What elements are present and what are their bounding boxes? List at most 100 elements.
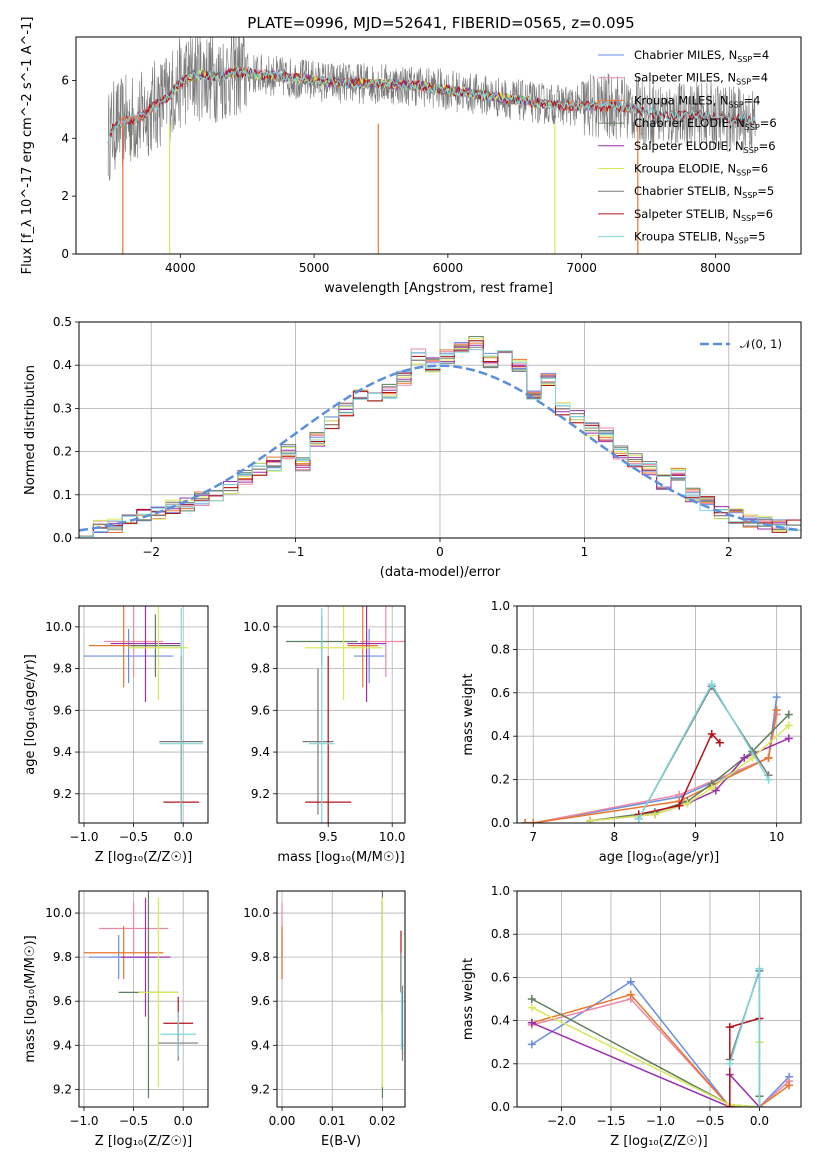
x-tick-label: −1.0 xyxy=(646,1114,675,1128)
y-tick-label: 0.2 xyxy=(491,773,510,787)
error-point-chabrier-miles xyxy=(353,628,385,684)
mass-weight-vs-age-panel: 7 8 9 10 0.0 0.2 0.4 0.6 0.8 1.0 age [log₁₀(age/yr… xyxy=(461,599,802,865)
y-axis-label: Flux [f_λ 10^-17 erg cm^-2 s^-1 A^-1] xyxy=(20,17,35,275)
y-tick-label: 10.0 xyxy=(45,906,72,920)
y-tick-label: 0 xyxy=(61,247,69,261)
legend-count: =4 xyxy=(752,48,769,62)
x-tick-label: 0 xyxy=(436,545,444,559)
y-tick-label: 10.0 xyxy=(243,620,270,634)
error-point-salpeter-stelib xyxy=(305,656,352,823)
plot-area xyxy=(79,336,801,537)
x-tick-label: 0.0 xyxy=(750,1114,769,1128)
series-marker xyxy=(675,801,684,810)
series-line xyxy=(531,998,790,1107)
x-tick-label: 9.5 xyxy=(319,830,338,844)
series-salpeter-stelib xyxy=(634,730,724,819)
series-marker xyxy=(527,1018,536,1027)
series-marker xyxy=(715,738,724,747)
axes-frame xyxy=(78,605,209,824)
series-marker xyxy=(626,977,635,986)
legend-count: =5 xyxy=(749,230,766,244)
legend-subscript: SSP xyxy=(729,100,744,109)
y-tick-label: 9.4 xyxy=(251,1038,270,1052)
x-axis-label: mass [log₁₀(M/M☉)] xyxy=(277,850,404,865)
y-tick-label: 9.4 xyxy=(251,745,270,759)
series-line xyxy=(531,1022,760,1107)
axes-frame xyxy=(516,890,802,1108)
series-salpeter-miles xyxy=(521,710,781,823)
series-line xyxy=(531,993,790,1107)
y-tick-label: 9.8 xyxy=(251,950,270,964)
series-marker xyxy=(784,710,793,719)
age-vs-metallicity-panel: −1.0 −0.5 0.0 9.2 9.4 9.6 9.8 10.0 Z [log₁₀(Z/Z☉… xyxy=(23,605,209,865)
y-tick-label: 0.0 xyxy=(491,1100,510,1114)
series-kroupa-elodie xyxy=(527,1003,764,1107)
series-salpeter-elodie xyxy=(527,1018,764,1107)
series-kroupa-stelib xyxy=(725,964,764,1107)
axes-frame xyxy=(78,321,802,539)
legend-count: =4 xyxy=(751,71,768,85)
y-axis-label: age [log₁₀(age/yr)] xyxy=(23,654,38,775)
legend-subscript: SSP xyxy=(734,237,749,246)
y-tick-label: 9.4 xyxy=(53,745,72,759)
x-tick-label: 9 xyxy=(692,830,700,844)
series-marker xyxy=(527,995,536,1003)
legend-subscript: SSP xyxy=(741,214,756,223)
figure-title: PLATE=0996, MJD=52641, FIBERID=0565, z=0… xyxy=(247,14,634,32)
legend-entry: Salpeter ELODIE, NSSP=6 xyxy=(634,139,776,155)
y-tick-label: 0.2 xyxy=(53,445,72,459)
x-tick-label: 8000 xyxy=(700,261,731,275)
legend-subscript: SSP xyxy=(736,169,751,178)
x-tick-label: 5000 xyxy=(299,261,330,275)
series-marker xyxy=(707,680,716,689)
y-tick-label: 9.2 xyxy=(53,787,72,801)
legend-subscript: SSP xyxy=(736,78,751,87)
error-point-kroupa-stelib xyxy=(309,608,335,823)
model-line-kroupa-elodie xyxy=(166,65,556,109)
series-marker xyxy=(707,730,716,739)
mass-vs-metallicity-panel: −1.0 −0.5 0.0 9.2 9.4 9.6 9.8 10.0 Z [log₁₀(Z/Z☉… xyxy=(23,890,209,1149)
y-tick-label: 0.1 xyxy=(53,488,72,502)
series-line xyxy=(525,696,778,823)
error-point-kroupa-elodie xyxy=(305,606,382,700)
series-line xyxy=(729,1017,760,1107)
y-tick-label: 0.3 xyxy=(53,401,72,415)
series-marker xyxy=(521,819,530,823)
y-tick-label: 0.8 xyxy=(491,927,510,941)
y-tick-label: 0.4 xyxy=(491,1014,510,1028)
series-marker xyxy=(764,775,773,784)
series-marker xyxy=(711,786,720,795)
error-point-kroupa-miles xyxy=(347,606,379,688)
series-line xyxy=(589,713,790,822)
legend-entry: Kroupa ELODIE, NSSP=6 xyxy=(634,162,768,178)
series-line xyxy=(525,710,778,823)
plot-area xyxy=(83,891,199,1099)
y-tick-label: 10.0 xyxy=(45,620,72,634)
series-marker xyxy=(755,964,764,973)
series-marker xyxy=(785,1081,794,1090)
y-tick-label: 9.8 xyxy=(53,950,72,964)
y-tick-label: 0.5 xyxy=(53,315,72,329)
legend-subscript: SSP xyxy=(744,146,759,155)
series-marker xyxy=(626,990,635,999)
spectrum-panel: 4000 5000 6000 7000 8000 0 2 4 6 wavelength [Angs… xyxy=(20,17,802,296)
legend-subscript: SSP xyxy=(742,191,757,200)
y-tick-label: 9.6 xyxy=(53,703,72,717)
y-tick-label: 1.0 xyxy=(491,884,510,898)
x-tick-label: −0.5 xyxy=(119,830,148,844)
legend-entry: Salpeter MILES, NSSP=4 xyxy=(634,71,768,87)
series-marker xyxy=(529,819,538,823)
series-marker xyxy=(784,721,793,730)
y-axis-label: mass weight xyxy=(461,673,476,755)
series-marker xyxy=(586,816,595,823)
legend-count: =5 xyxy=(757,184,774,198)
error-point-chabrier-miles xyxy=(83,628,174,684)
axes-frame xyxy=(75,36,802,255)
legend-entry: Chabrier ELODIE, NSSP=6 xyxy=(634,116,777,132)
residual-histogram-panel: −2 −1 0 1 2 0.0 0.1 0.2 0.3 0.4 0.5 (data-model)/er… xyxy=(23,315,802,580)
y-tick-label: 0.0 xyxy=(53,531,72,545)
x-tick-label: −1.5 xyxy=(596,1114,625,1128)
series-line xyxy=(531,980,790,1107)
x-tick-label: 1 xyxy=(581,545,589,559)
y-tick-label: 9.8 xyxy=(53,662,72,676)
